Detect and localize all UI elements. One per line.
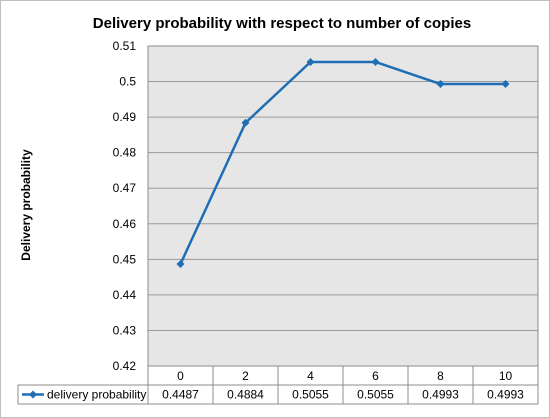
legend-key-marker: [29, 390, 37, 399]
y-tick-label: 0.51: [113, 39, 137, 53]
series-line: [179, 60, 506, 265]
data-table-value: 0.4993: [487, 388, 524, 402]
x-category-label: 4: [307, 369, 314, 383]
y-tick-label: 0.42: [113, 359, 137, 373]
x-category-label: 6: [372, 369, 379, 383]
data-table-value: 0.5055: [357, 388, 394, 402]
data-point-marker: [306, 58, 315, 66]
x-category-label: 2: [242, 369, 249, 383]
y-axis-label: Delivery probability: [19, 149, 33, 261]
y-tick-label: 0.49: [113, 110, 137, 124]
x-category-label: 8: [437, 369, 444, 383]
data-point-marker: [241, 118, 250, 127]
data-table-value: 0.4487: [162, 388, 199, 402]
plot-area: [148, 46, 538, 366]
x-category-label: 0: [177, 369, 184, 383]
data-table-value: 0.5055: [292, 388, 329, 402]
y-tick-label: 0.47: [113, 181, 137, 195]
data-table-value: 0.4884: [227, 388, 264, 402]
data-table-value: 0.4993: [422, 388, 459, 402]
y-tick-label: 0.48: [113, 146, 137, 160]
y-tick-label: 0.43: [113, 323, 137, 337]
y-tick-label: 0.5: [119, 75, 136, 89]
data-point-marker: [436, 80, 445, 89]
data-point-marker: [176, 259, 185, 268]
data-point-marker: [371, 58, 380, 66]
chart-title: Delivery probability with respect to num…: [93, 15, 471, 32]
y-tick-label: 0.45: [113, 252, 137, 266]
y-tick-label: 0.44: [113, 288, 137, 302]
y-tick-label: 0.46: [113, 217, 137, 231]
data-point-marker: [501, 80, 510, 89]
x-category-label: 10: [499, 369, 513, 383]
legend-series-name: delivery probability: [47, 388, 146, 402]
